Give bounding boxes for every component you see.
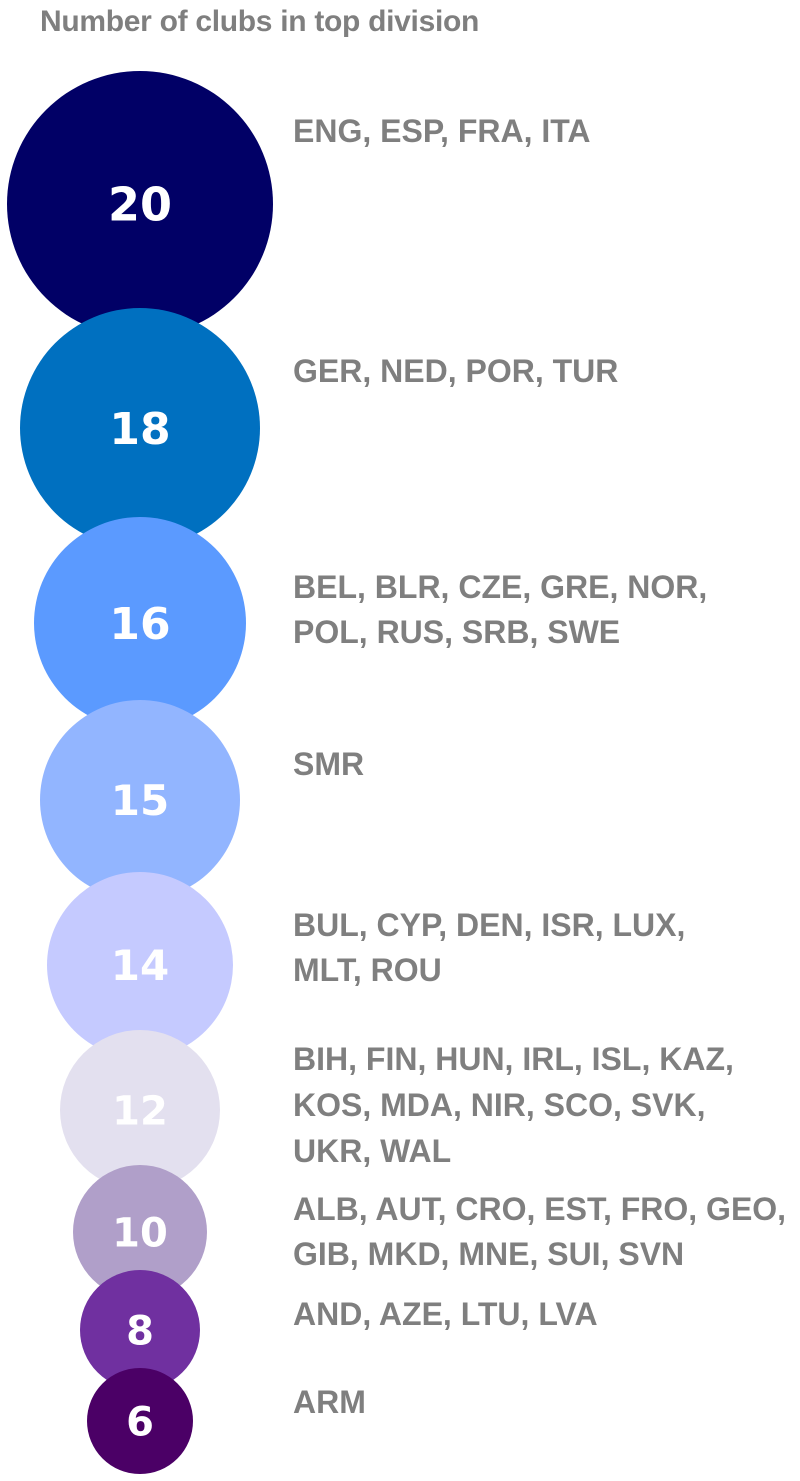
bubble-value-label: 12: [112, 1088, 168, 1134]
country-list-line: ENG, ESP, FRA, ITA: [293, 113, 591, 149]
country-list-line: BEL, BLR, CZE, GRE, NOR,: [293, 569, 707, 605]
country-list-line: BUL, CYP, DEN, ISR, LUX,: [293, 907, 685, 943]
bubble-value-label: 16: [109, 599, 170, 650]
country-list-line: POL, RUS, SRB, SWE: [293, 614, 620, 650]
bubble-10: [73, 1165, 207, 1299]
country-list-line: UKR, WAL: [293, 1133, 451, 1169]
bubble-14: [47, 872, 233, 1058]
country-list-line: ALB, AUT, CRO, EST, FRO, GEO,: [293, 1191, 786, 1227]
bubble-value-label: 8: [126, 1308, 154, 1354]
bubble-value-label: 18: [109, 404, 170, 455]
bubble-16: [34, 517, 246, 729]
bubbles-group: 20 18 16 15 14 12 10 8 6: [7, 71, 273, 1474]
country-list-line: ARM: [293, 1384, 366, 1420]
bubble-value-label: 6: [126, 1399, 154, 1445]
bubble-8: [80, 1270, 200, 1390]
country-list-line: GIB, MKD, MNE, SUI, SVN: [293, 1236, 684, 1272]
country-list-line: BIH, FIN, HUN, IRL, ISL, KAZ,: [293, 1041, 734, 1077]
country-list-line: GER, NED, POR, TUR: [293, 353, 618, 389]
country-list-line: MLT, ROU: [293, 952, 442, 988]
country-list-line: SMR: [293, 746, 364, 782]
bubble-20: [7, 71, 273, 337]
chart-title: Number of clubs in top division: [40, 5, 480, 38]
bubble-6: [87, 1368, 193, 1474]
country-list-line: KOS, MDA, NIR, SCO, SVK,: [293, 1087, 705, 1123]
country-labels-group: ENG, ESP, FRA, ITA GER, NED, POR, TUR BEL,…: [293, 113, 786, 1420]
bubble-15: [40, 700, 240, 900]
bubble-value-label: 20: [108, 178, 172, 232]
bubble-value-label: 15: [111, 776, 169, 825]
bubble-12: [60, 1030, 220, 1190]
country-list-line: AND, AZE, LTU, LVA: [293, 1296, 598, 1332]
bubble-value-label: 10: [112, 1210, 168, 1256]
bubble-value-label: 14: [111, 941, 169, 990]
bubble-18: [20, 308, 260, 548]
